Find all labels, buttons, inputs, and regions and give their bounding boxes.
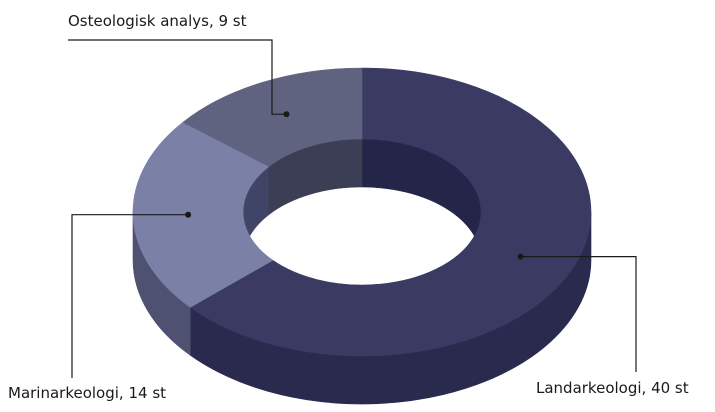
slice-osteologisk-analys [182,67,363,167]
label-landarkeologi: Landarkeologi, 40 st [536,379,689,397]
slice-landarkeologi [189,67,592,357]
slice-marinarkeologi [132,121,274,308]
donut-top-faces [132,67,592,357]
leader-dot-marinarkeologi [185,211,192,218]
leader-line-marinarkeologi [71,214,189,378]
donut-inner-walls [242,138,482,261]
leader-line-osteologisk-analys [68,39,287,115]
leader-lines [68,39,637,378]
label-osteologisk: Osteologisk analys, 9 st [68,12,247,30]
label-marinarkeologi: Marinarkeologi, 14 st [8,384,166,402]
leader-line-landarkeologi [520,256,637,372]
leader-dot-osteologisk-analys [283,111,290,118]
leader-dot-landarkeologi [517,253,524,260]
